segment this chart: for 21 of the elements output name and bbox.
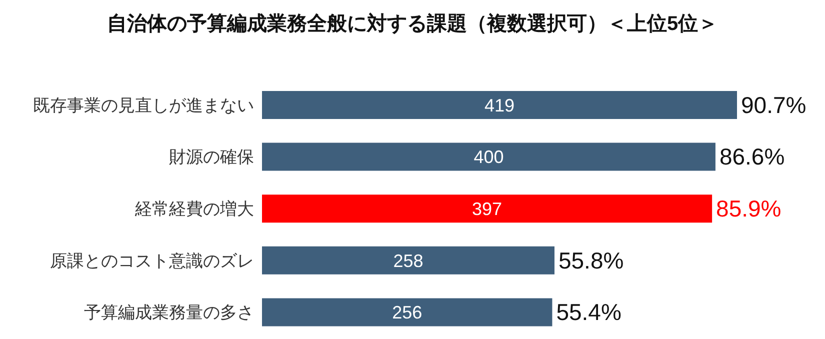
y-tick-label: 予算編成業務量の多さ xyxy=(84,303,254,322)
annotation: 85.9% xyxy=(716,196,782,222)
data-label: 258 xyxy=(393,250,424,271)
data-label: 397 xyxy=(472,198,502,219)
chart-title: 自治体の予算編成業務全般に対する課題（複数選択可）＜上位5位＞ xyxy=(106,12,720,37)
y-tick-label: 原課とのコスト意識のズレ xyxy=(50,251,254,270)
y-tick-label: 財源の確保 xyxy=(169,148,254,167)
y-tick-label: 既存事業の見直しが進まない xyxy=(33,96,254,115)
bar xyxy=(262,246,554,274)
data-label: 400 xyxy=(474,147,504,168)
bar xyxy=(262,298,552,326)
annotation: 90.7% xyxy=(741,92,806,118)
data-label: 256 xyxy=(392,302,422,323)
data-label: 419 xyxy=(484,95,515,116)
annotation: 55.4% xyxy=(556,299,622,326)
bar xyxy=(262,91,737,119)
bar xyxy=(262,194,712,223)
bar xyxy=(262,142,716,171)
annotation: 55.8% xyxy=(558,247,624,274)
y-tick-label: 経常経費の増大 xyxy=(134,200,254,219)
annotation: 86.6% xyxy=(719,144,785,170)
